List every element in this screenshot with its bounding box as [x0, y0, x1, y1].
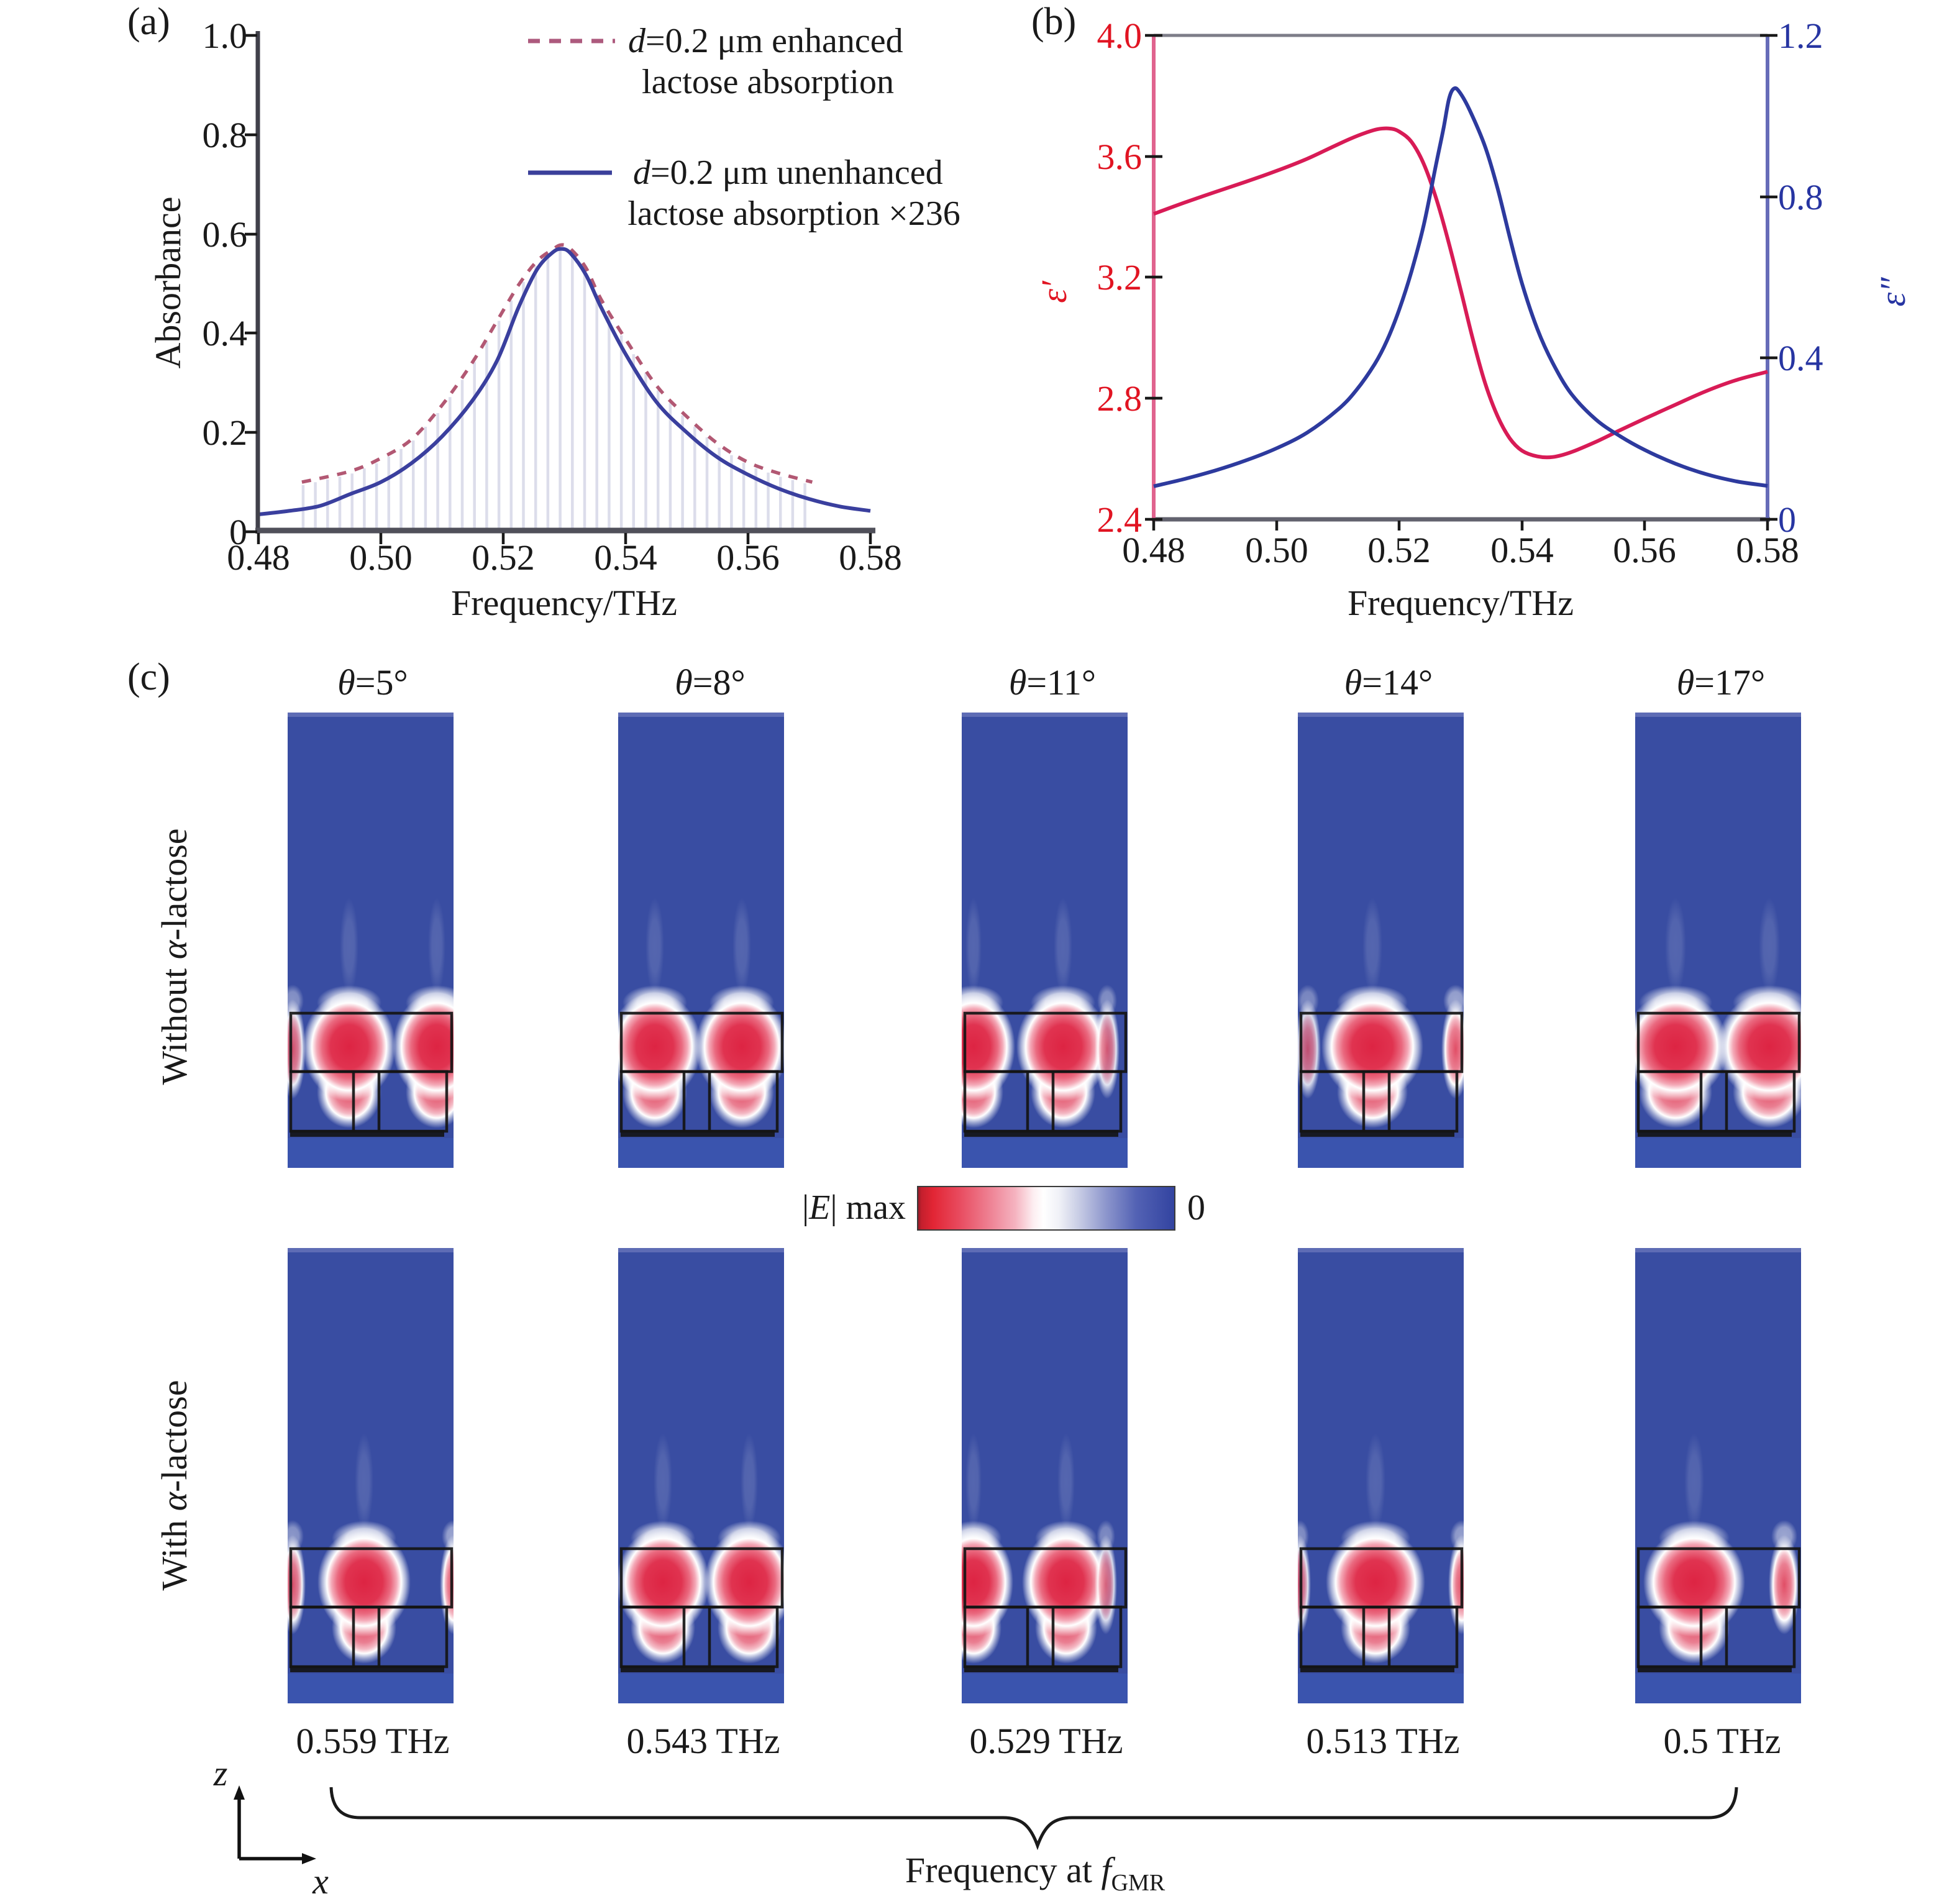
svg-text:θ=5°: θ=5° — [337, 662, 408, 703]
svg-text:0.58: 0.58 — [839, 537, 902, 578]
svg-text:|E| max: |E| max — [802, 1188, 906, 1227]
svg-text:0.50: 0.50 — [349, 537, 413, 578]
svg-text:0.54: 0.54 — [1490, 530, 1554, 570]
svg-text:(a): (a) — [127, 1, 170, 43]
svg-text:Without α-lactose: Without α-lactose — [154, 828, 194, 1085]
svg-text:0: 0 — [1778, 499, 1796, 540]
svg-text:0.513 THz: 0.513 THz — [1306, 1721, 1459, 1761]
svg-text:0.4: 0.4 — [1778, 338, 1823, 378]
svg-text:θ=14°: θ=14° — [1344, 662, 1433, 703]
svg-text:0.52: 0.52 — [472, 537, 535, 578]
svg-text:lactose absorption ×236: lactose absorption ×236 — [627, 194, 960, 233]
svg-text:0.50: 0.50 — [1245, 530, 1308, 570]
svg-text:d=0.2 μm unenhanced: d=0.2 μm unenhanced — [633, 153, 943, 192]
svg-text:lactose absorption: lactose absorption — [642, 63, 894, 101]
svg-text:3.2: 3.2 — [1097, 257, 1143, 298]
svg-text:0.56: 0.56 — [1613, 530, 1676, 570]
svg-text:(c): (c) — [127, 656, 170, 698]
svg-text:0.48: 0.48 — [227, 537, 290, 578]
svg-text:θ=17°: θ=17° — [1677, 662, 1765, 703]
svg-text:θ=8°: θ=8° — [675, 662, 745, 703]
svg-text:d=0.2 μm enhanced: d=0.2 μm enhanced — [628, 22, 903, 60]
svg-text:ε″: ε″ — [1873, 277, 1913, 307]
svg-text:1.2: 1.2 — [1778, 16, 1823, 56]
svg-text:0: 0 — [229, 512, 247, 552]
svg-text:0.8: 0.8 — [1778, 177, 1823, 217]
svg-text:0: 0 — [1187, 1187, 1205, 1228]
svg-text:0.8: 0.8 — [203, 115, 248, 155]
svg-text:Frequency/THz: Frequency/THz — [451, 583, 677, 623]
svg-text:0.56: 0.56 — [716, 537, 780, 578]
svg-text:0.2: 0.2 — [203, 412, 248, 453]
svg-text:2.8: 2.8 — [1097, 378, 1143, 419]
svg-text:With α-lactose: With α-lactose — [154, 1380, 194, 1591]
svg-text:2.4: 2.4 — [1097, 499, 1143, 540]
svg-text:ε′: ε′ — [1034, 280, 1074, 303]
svg-text:0.58: 0.58 — [1736, 530, 1799, 570]
svg-text:x: x — [312, 1861, 329, 1901]
svg-text:0.529 THz: 0.529 THz — [969, 1721, 1123, 1761]
svg-text:0.5 THz: 0.5 THz — [1663, 1721, 1781, 1761]
svg-text:(b): (b) — [1031, 1, 1076, 43]
svg-text:0.6: 0.6 — [203, 214, 248, 255]
svg-text:0.4: 0.4 — [203, 313, 248, 353]
svg-text:0.543 THz: 0.543 THz — [626, 1721, 780, 1761]
svg-text:Frequency/THz: Frequency/THz — [1348, 583, 1574, 623]
svg-text:θ=11°: θ=11° — [1009, 662, 1096, 703]
svg-text:0.52: 0.52 — [1367, 530, 1431, 570]
svg-text:3.6: 3.6 — [1097, 137, 1143, 177]
svg-text:0.48: 0.48 — [1122, 530, 1185, 570]
svg-text:4.0: 4.0 — [1097, 16, 1143, 56]
svg-text:0.559 THz: 0.559 THz — [296, 1721, 449, 1761]
svg-text:0.54: 0.54 — [594, 537, 657, 578]
svg-text:Frequency at fGMR: Frequency at fGMR — [905, 1850, 1166, 1896]
svg-text:1.0: 1.0 — [203, 16, 248, 56]
svg-text:Absorbance: Absorbance — [148, 196, 188, 368]
svg-text:z: z — [213, 1753, 228, 1793]
